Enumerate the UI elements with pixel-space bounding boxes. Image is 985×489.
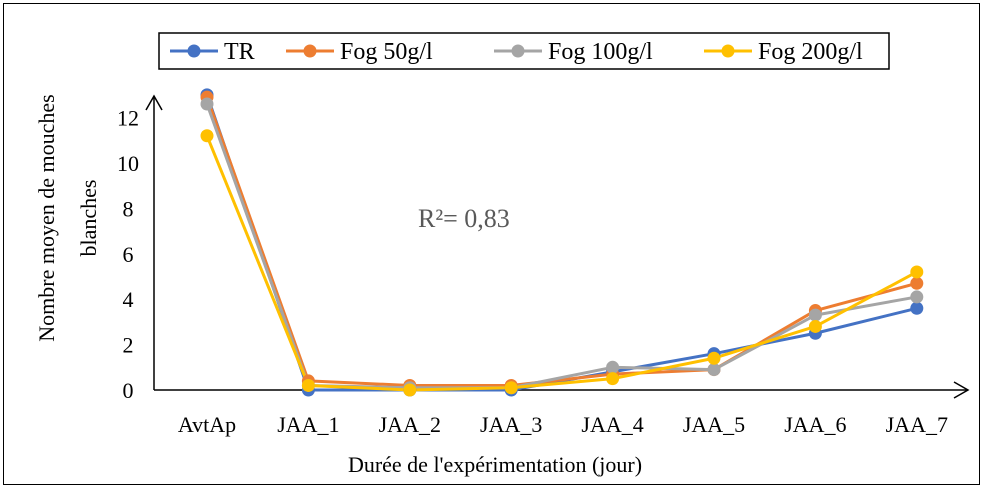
data-point xyxy=(504,381,518,395)
x-tick-label: JAA_6 xyxy=(784,412,846,437)
legend-marker xyxy=(511,44,525,58)
data-point xyxy=(200,129,214,143)
series-markers xyxy=(200,88,924,397)
y-tick-label: 2 xyxy=(123,333,134,358)
y-axis-label-line-1: Nombre moyen de mouches xyxy=(34,94,59,341)
x-tick-label: JAA_4 xyxy=(581,412,643,437)
legend-marker xyxy=(721,44,735,58)
legend-label: Fog 100g/l xyxy=(548,39,653,65)
data-point xyxy=(606,360,620,374)
y-tick-label: 4 xyxy=(123,287,134,312)
x-tick-label: JAA_3 xyxy=(480,412,542,437)
data-point xyxy=(910,290,924,304)
x-tick-label: AvtAp xyxy=(178,412,236,437)
legend-marker xyxy=(187,44,201,58)
legend-marker xyxy=(303,44,317,58)
series-line xyxy=(205,96,918,387)
data-point xyxy=(707,363,721,377)
data-point xyxy=(606,372,620,386)
x-axis-label: Durée de l'expérimentation (jour) xyxy=(348,452,642,477)
x-axis-arrow xyxy=(953,381,970,399)
y-tick-label: 0 xyxy=(123,378,134,403)
series-line xyxy=(205,94,918,392)
x-tick-label: JAA_2 xyxy=(379,412,441,437)
x-tick-labels: AvtAp JAA_1 JAA_2 JAA_3 JAA_4 JAA_5 JAA_6 JAA_7 xyxy=(178,412,948,437)
legend-label: Fog 200g/l xyxy=(758,39,863,65)
legend-label: Fog 50g/l xyxy=(340,39,433,65)
data-point xyxy=(200,97,214,111)
data-point xyxy=(910,301,924,315)
y-axis-label-line-2: blanches xyxy=(76,180,101,257)
r-squared-annotation: R²= 0,83 xyxy=(418,204,510,233)
x-tick-label: JAA_7 xyxy=(886,412,948,437)
x-tick-label: JAA_5 xyxy=(683,412,745,437)
y-tick-labels: 0 2 4 6 8 10 12 xyxy=(117,106,139,403)
y-tick-label: 10 xyxy=(117,151,139,176)
chart-frame xyxy=(3,3,980,485)
y-tick-label: 12 xyxy=(117,106,139,131)
x-tick-label: JAA_1 xyxy=(277,412,339,437)
data-point xyxy=(707,351,721,365)
y-axis-arrow xyxy=(145,94,163,111)
data-point xyxy=(301,378,315,392)
y-tick-label: 8 xyxy=(123,196,134,221)
legend: TR Fog 50g/l Fog 100g/l Fog 200g/l xyxy=(158,32,890,70)
legend-label: TR xyxy=(224,39,255,65)
axes xyxy=(145,94,970,399)
data-point xyxy=(910,276,924,290)
y-tick-label: 6 xyxy=(123,242,134,267)
series-line xyxy=(205,103,918,390)
data-point xyxy=(808,308,822,322)
data-point xyxy=(910,265,924,279)
series-line xyxy=(205,135,918,392)
data-point xyxy=(403,383,417,397)
data-point xyxy=(808,319,822,333)
series-lines xyxy=(205,94,918,392)
